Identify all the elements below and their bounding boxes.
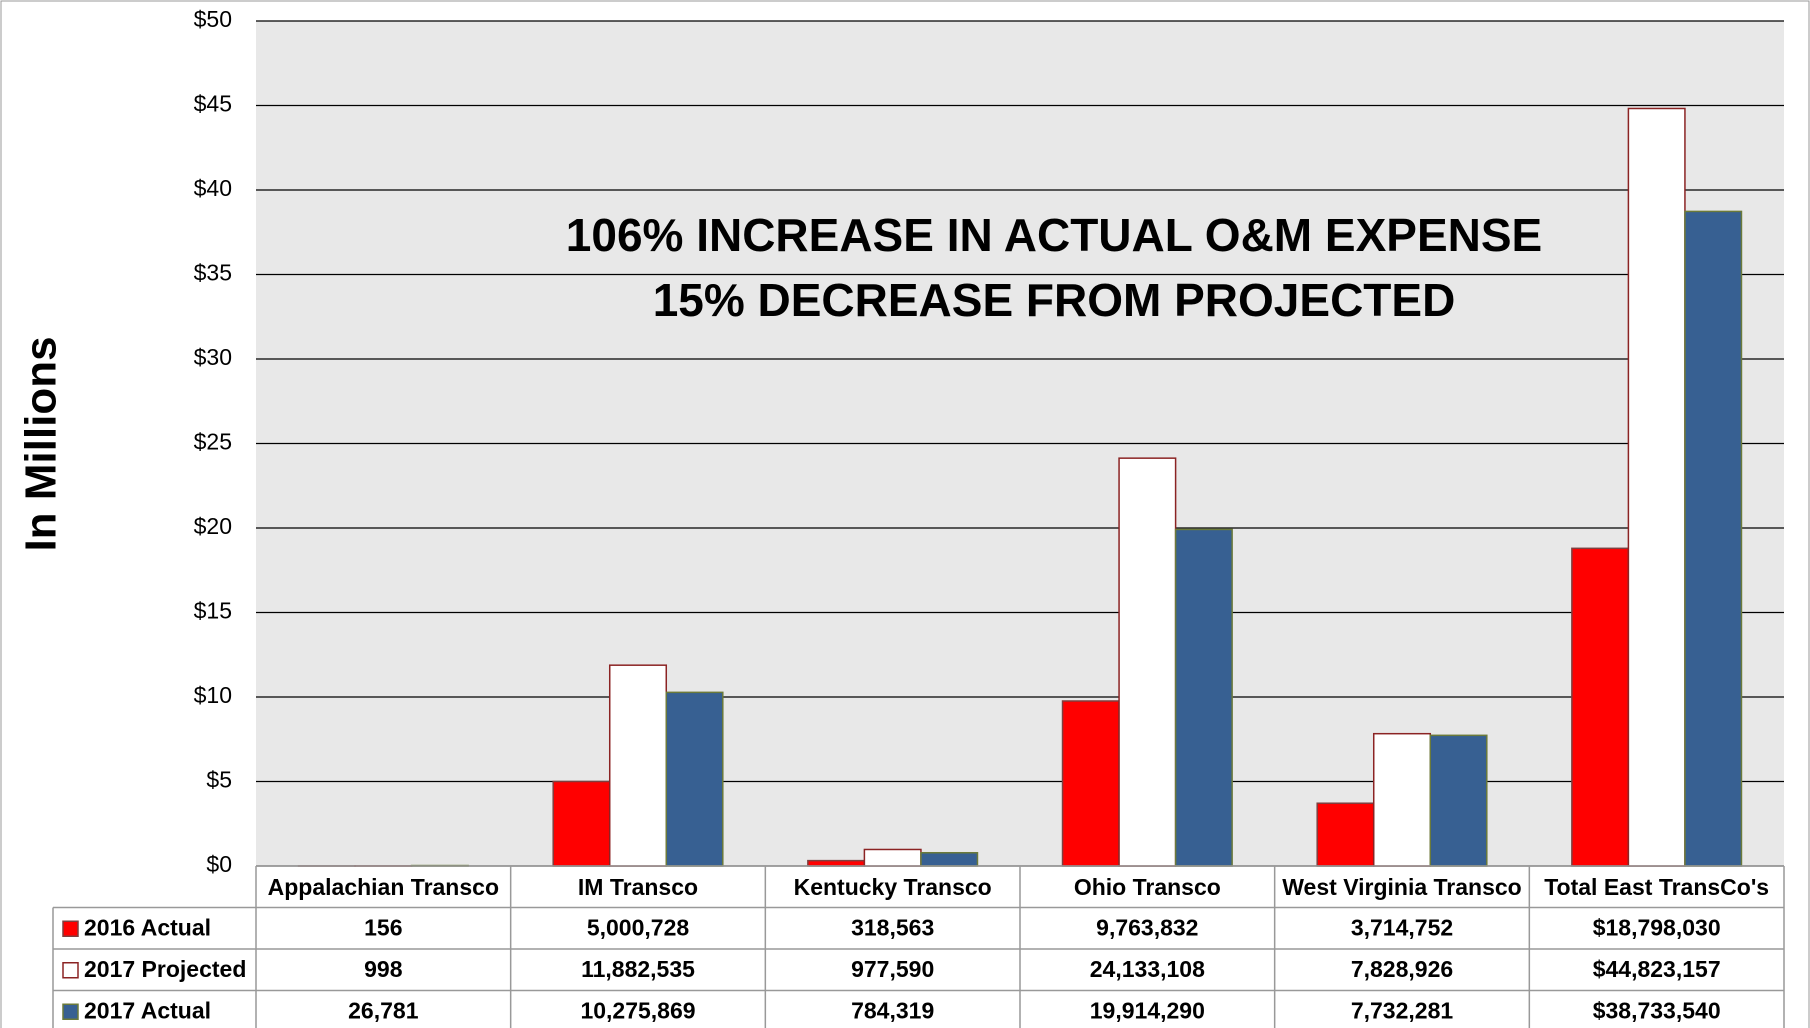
bar xyxy=(1372,732,1432,867)
x-tick-label: Total East TransCo's xyxy=(1544,874,1769,900)
x-tick-label: West Virginia Transco xyxy=(1282,874,1521,900)
data-label: 11,882,535 xyxy=(581,956,695,982)
y-tick-label: $5 xyxy=(206,767,232,793)
data-label: 156 xyxy=(364,914,402,940)
legend-label: 2017 Projected xyxy=(84,956,246,982)
bar xyxy=(863,848,922,867)
legend-label: 2016 Actual xyxy=(84,914,211,940)
y-axis-label: In Millions xyxy=(17,336,66,551)
data-label: 998 xyxy=(364,956,403,982)
data-label: 7,732,281 xyxy=(1351,997,1454,1023)
bar xyxy=(1684,210,1743,867)
data-label: 318,563 xyxy=(851,914,934,940)
bar xyxy=(665,691,724,867)
x-tick-label: IM Transco xyxy=(578,874,698,900)
legend-label: 2017 Actual xyxy=(84,997,211,1023)
data-label: 26,781 xyxy=(348,997,419,1023)
data-label: 3,714,752 xyxy=(1351,914,1453,940)
data-label: 9,763,832 xyxy=(1096,914,1198,940)
y-tick-label: $50 xyxy=(194,6,232,32)
annotation: 106% INCREASE IN ACTUAL O&M EXPENSE xyxy=(566,209,1542,261)
data-label: $44,823,157 xyxy=(1593,956,1721,982)
y-tick-label: $20 xyxy=(194,513,232,539)
data-label: $18,798,030 xyxy=(1593,914,1721,940)
x-tick-label: Ohio Transco xyxy=(1074,874,1221,900)
y-tick-label: $10 xyxy=(194,682,232,708)
x-tick-label: Kentucky Transco xyxy=(794,874,992,900)
bar xyxy=(920,851,979,867)
bar xyxy=(1429,734,1488,867)
data-label: 10,275,869 xyxy=(580,997,695,1023)
data-label: 5,000,728 xyxy=(587,914,690,940)
bar xyxy=(552,780,611,867)
bar xyxy=(1174,528,1233,867)
y-tick-label: $15 xyxy=(194,598,232,624)
bar xyxy=(1118,457,1177,867)
bar xyxy=(1627,107,1686,867)
x-tick-label: Appalachian Transco xyxy=(268,874,499,900)
bar xyxy=(807,859,866,867)
data-label: 977,590 xyxy=(851,956,934,982)
data-label: 24,133,108 xyxy=(1090,956,1205,982)
data-label: $38,733,540 xyxy=(1593,997,1721,1023)
legend-swatch xyxy=(62,1003,79,1020)
bar xyxy=(1571,547,1630,867)
legend-swatch xyxy=(62,962,79,979)
y-tick-label: $0 xyxy=(206,851,232,877)
y-tick-label: $30 xyxy=(194,344,232,370)
bar xyxy=(1316,802,1375,867)
y-tick-label: $35 xyxy=(194,260,232,286)
data-label: 7,828,926 xyxy=(1351,956,1453,982)
legend-swatch xyxy=(62,920,79,937)
bar xyxy=(608,664,668,867)
y-tick-label: $40 xyxy=(194,175,232,201)
y-tick-label: $25 xyxy=(194,429,232,455)
y-tick-label: $45 xyxy=(194,91,232,117)
annotation: 15% DECREASE FROM PROJECTED xyxy=(653,274,1456,326)
data-label: 784,319 xyxy=(851,997,934,1023)
bar xyxy=(1061,700,1120,867)
data-label: 19,914,290 xyxy=(1090,997,1205,1023)
